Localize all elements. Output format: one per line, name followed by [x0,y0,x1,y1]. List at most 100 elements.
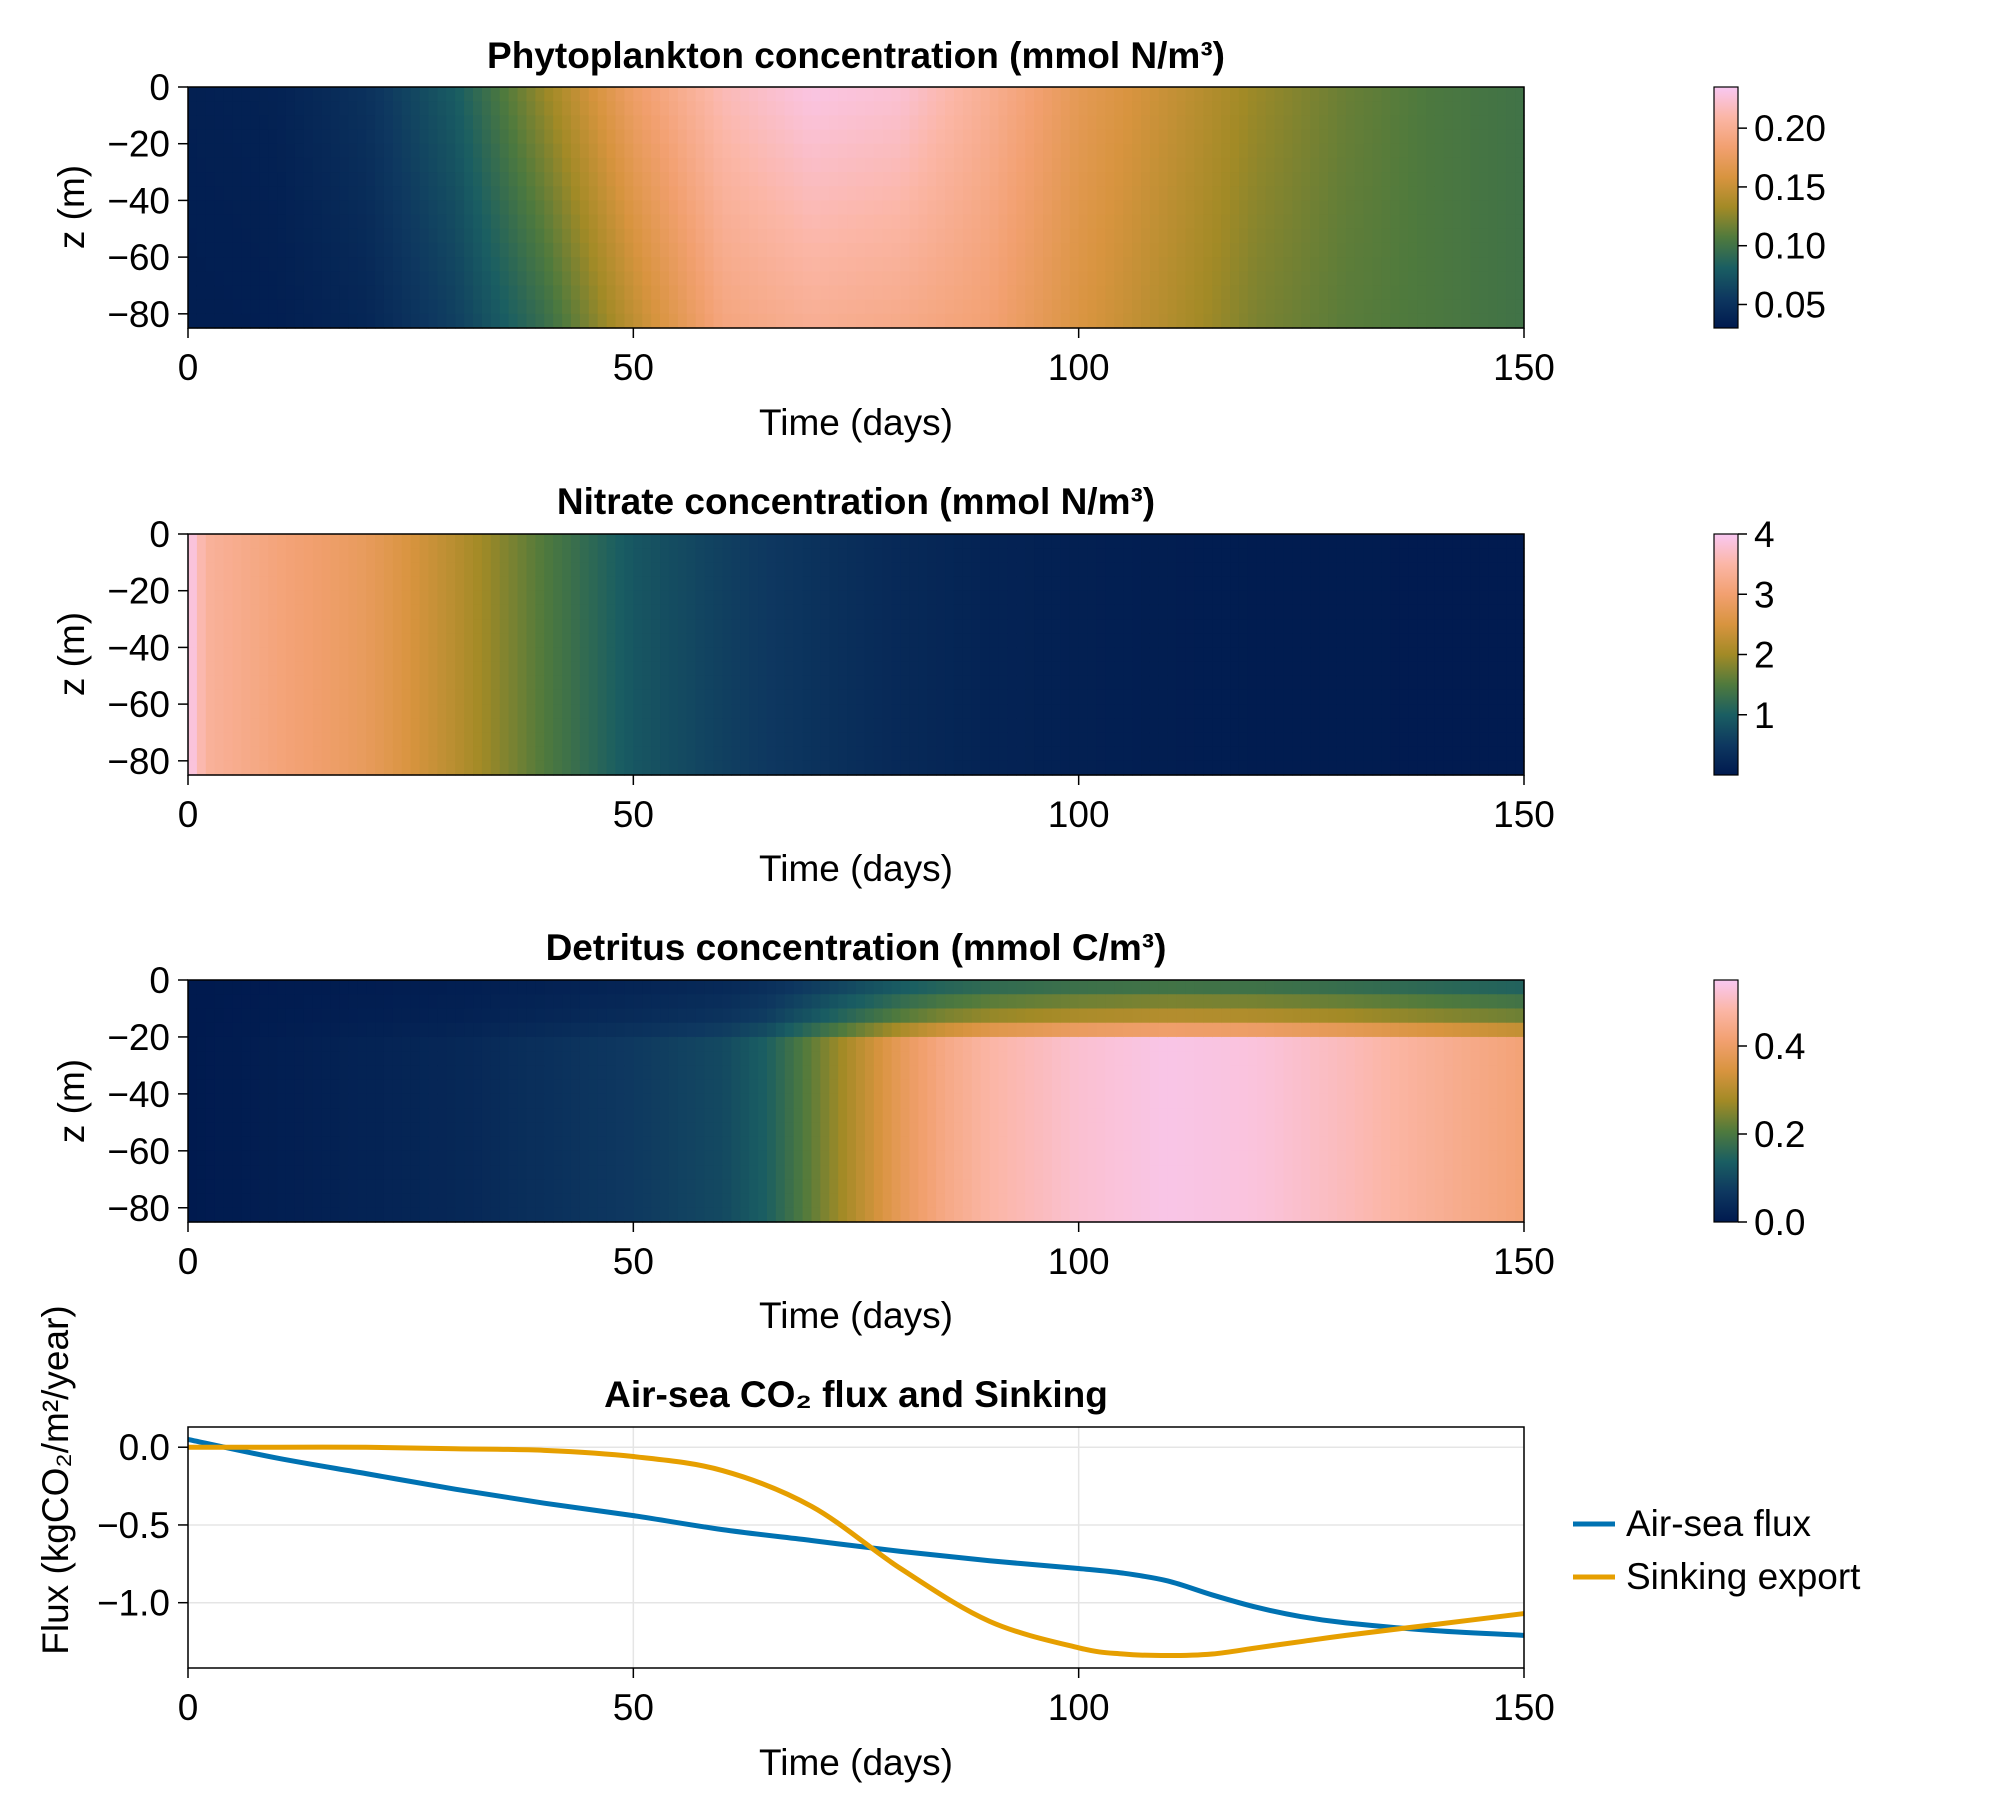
heatmap-cell [428,172,438,187]
heatmap-cell [223,647,234,663]
heatmap-cell [1301,299,1311,315]
heatmap-cell [570,534,581,549]
heatmap-cell [1247,285,1258,301]
heatmap-cell [1105,257,1115,272]
heatmap-cell [1310,143,1320,159]
heatmap-cell [1292,115,1302,131]
heatmap-cell [1354,200,1365,216]
heatmap-cell [882,157,893,173]
heatmap-cell [793,115,804,131]
heatmap-cell [1069,661,1080,677]
heatmap-cell [820,285,830,301]
heatmap-cell [428,604,438,620]
heatmap-cell [882,633,893,649]
heatmap-cell [1390,661,1400,677]
heatmap-cell [642,647,652,663]
heatmap-cell [909,548,919,563]
heatmap-cell [259,285,269,301]
heatmap-cell [1256,647,1267,663]
heatmap-cell [1310,214,1320,230]
heatmap-cell [1060,661,1071,677]
heatmap-cell [419,200,430,216]
nitrate-panel: Nitrate concentration (mmol N/m³) 0 50 100… [51,481,1775,889]
heatmap-cell [285,718,296,734]
heatmap-cell [1051,590,1062,606]
heatmap-cell [1363,115,1374,131]
heatmap-cell [1363,718,1374,734]
heatmap-cell [294,647,305,663]
heatmap-cell [366,257,376,272]
heatmap-cell [1132,87,1142,102]
heatmap-cell [294,675,305,691]
heatmap-cell [383,661,394,677]
heatmap-cell [499,214,510,230]
heatmap-cell [758,313,768,329]
heatmap-cell [784,633,795,649]
heatmap-cell [624,172,634,187]
heatmap-cell [1247,689,1258,705]
heatmap-cell [464,271,474,287]
heatmap-cell [651,172,661,187]
heatmap-cell [392,228,403,244]
heatmap-cell [1274,172,1285,187]
heatmap-cell [713,548,723,563]
heatmap-cell [811,228,821,244]
heatmap-cell [1310,186,1320,202]
heatmap-cell [802,534,813,549]
heatmap-cell [1051,101,1062,116]
heatmap-cell [847,633,857,649]
heatmap-cell [339,200,349,216]
heatmap-cell [562,576,572,592]
heatmap-cell [1043,214,1053,230]
heatmap-cell [962,534,973,549]
heatmap-cell [1292,604,1302,620]
heatmap-cell [1381,534,1391,549]
y-tick-label: −40 [107,180,170,221]
heatmap-cell [873,129,884,145]
heatmap-cell [775,299,786,315]
heatmap-cell [624,661,634,677]
heatmap-cell [597,101,608,116]
heatmap-cell [481,143,492,159]
heatmap-cell [749,257,759,272]
heatmap-cell [1274,562,1285,578]
heatmap-cell [740,101,750,116]
heatmap-cell [481,718,492,734]
heatmap-cell [829,214,839,230]
heatmap-cell [259,590,269,606]
heatmap-cell [232,257,243,272]
heatmap-cell [909,115,919,131]
heatmap-cell [1176,732,1187,748]
heatmap-cell [481,87,492,102]
heatmap-cell [802,271,813,287]
heatmap-cell [330,732,341,748]
heatmap-cell [508,257,519,272]
heatmap-cell [1265,214,1276,230]
heatmap-cell [1078,129,1089,145]
heatmap-cell [1016,172,1026,187]
heatmap-cell [802,101,813,116]
heatmap-cell [980,186,991,202]
heatmap-cell [980,200,991,216]
heatmap-cell [588,647,599,663]
heatmap-cell [945,313,955,329]
heatmap-cell [1051,534,1062,549]
heatmap-cell [392,746,403,762]
heatmap-cell [793,562,804,578]
heatmap-cell [1408,87,1418,102]
heatmap-cell [927,172,937,187]
heatmap-cell [811,200,821,216]
heatmap-cell [793,604,804,620]
heatmap-cell [232,619,243,634]
heatmap-cell [357,242,367,258]
heatmap-cell [758,661,768,677]
heatmap-cell [1016,689,1026,705]
heatmap-cell [1381,87,1391,102]
heatmap-cell [1158,562,1169,578]
heatmap-cell [624,101,634,116]
heatmap-cell [1488,101,1498,116]
heatmap-cell [1158,534,1169,549]
heatmap-cell [1265,115,1276,131]
heatmap-cell [633,633,643,649]
heatmap-cell [348,257,358,272]
